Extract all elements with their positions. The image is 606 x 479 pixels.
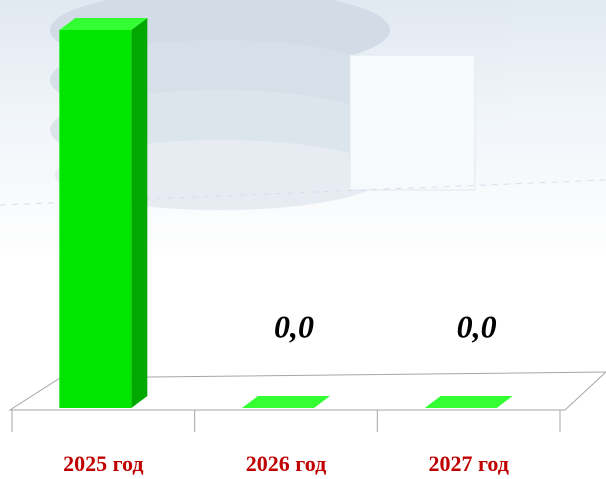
bar-top — [59, 18, 148, 30]
bar — [242, 396, 330, 408]
bar — [59, 18, 148, 408]
bar-top — [424, 396, 513, 408]
bar-front — [59, 30, 132, 408]
value-label: 0,0 — [457, 308, 497, 344]
x-tick-label: 2025 год — [63, 451, 143, 476]
value-label: 0,0 — [274, 308, 314, 344]
bar-side — [131, 18, 148, 408]
x-tick-label: 2026 год — [246, 451, 326, 476]
x-tick-label: 2027 год — [428, 451, 508, 476]
bar-top — [242, 396, 330, 408]
bar — [424, 396, 513, 408]
